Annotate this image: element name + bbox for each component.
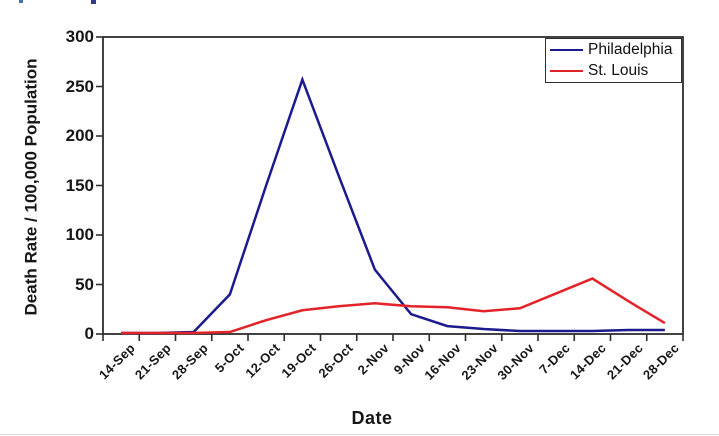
st-louis-line-swatch-icon xyxy=(550,70,583,72)
x-axis-title: Date xyxy=(351,408,393,428)
series-line-st-louis xyxy=(121,277,666,335)
y-axis-tick-label: 200 xyxy=(65,126,94,145)
legend-label-philadelphia: Philadelphia xyxy=(588,41,673,58)
series-line-philadelphia xyxy=(121,75,665,335)
y-axis-tick-label: 300 xyxy=(65,27,94,46)
bottom-divider xyxy=(0,434,719,435)
y-axis-tick-label: 50 xyxy=(75,274,94,294)
cropped-text-fragment xyxy=(19,0,23,3)
legend-item-st-louis: St. Louis xyxy=(550,62,677,80)
legend: Philadelphia St. Louis xyxy=(545,38,682,83)
y-axis-tick-label: 100 xyxy=(65,225,94,244)
cropped-text-fragment xyxy=(91,0,96,4)
y-axis-title: Death Rate / 100,000 Population xyxy=(21,58,41,316)
legend-label-st-louis: St. Louis xyxy=(588,62,649,79)
y-axis-tick-label: 150 xyxy=(65,175,94,195)
philadelphia-line-swatch-icon xyxy=(550,49,583,51)
y-axis-tick-label: 250 xyxy=(65,76,94,96)
y-axis-tick-label: 0 xyxy=(84,324,94,343)
legend-item-philadelphia: Philadelphia xyxy=(550,41,677,59)
